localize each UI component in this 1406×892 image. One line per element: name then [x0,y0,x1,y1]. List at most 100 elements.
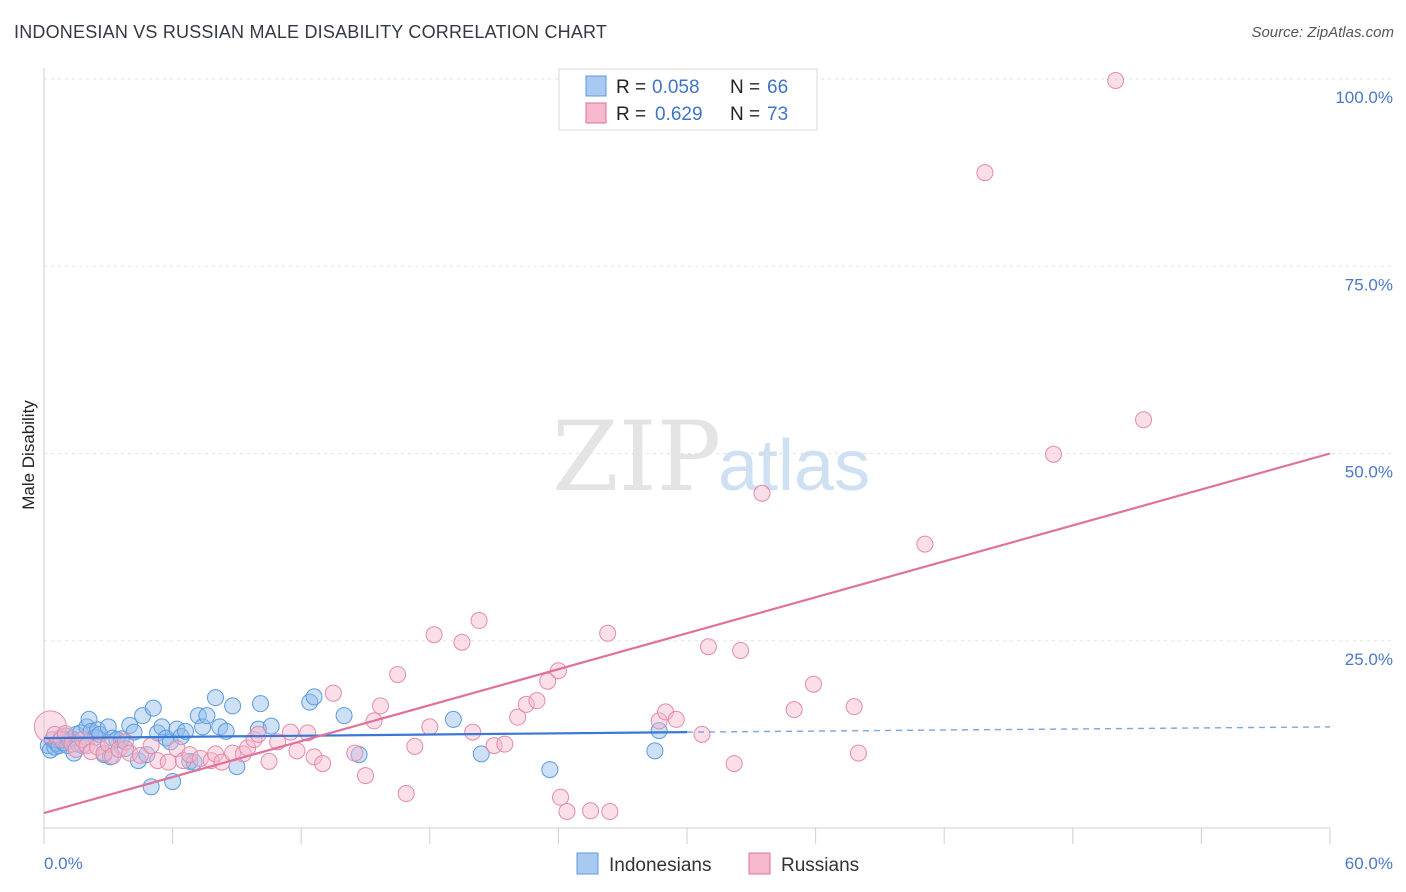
watermark-zip: ZIP [552,401,721,513]
y-tick-label: 25.0% [1345,650,1393,669]
russians-point [470,612,488,630]
x-tick-label-max: 60.0% [1345,854,1393,873]
russians-point [453,633,471,651]
russians-point [509,708,527,726]
legend-r-label: R = [616,77,646,98]
russians-point [552,788,570,806]
indonesians-point [206,689,224,707]
indonesians-trend-line [43,731,688,740]
russians-point [305,748,323,766]
russians-point [845,698,863,716]
russians-point [74,731,92,749]
indonesians-point [335,707,353,725]
indonesians-point [153,718,171,736]
russians-point [299,724,317,742]
russians-point [517,695,535,713]
russians-trend-line [43,452,1331,815]
legend-n-value: 66 [767,77,788,98]
legend-swatch-russians [585,102,607,124]
bottom-legend-swatch-indonesians [576,852,599,875]
russians-point [1107,71,1125,89]
russians-point [425,626,443,644]
indonesians-point [176,722,194,740]
russians-point [849,744,867,762]
y-tick-label: 50.0% [1345,463,1393,482]
russians-point [528,692,546,710]
russians-point [121,744,139,762]
series-legend: Indonesians Russians [576,852,859,876]
russians-point [288,742,306,760]
y-tick-label: 75.0% [1345,275,1393,294]
trend-lines [43,452,1331,815]
russians-point [1045,445,1063,463]
russians-point [406,737,424,755]
russians-point [149,752,167,770]
indonesians-point [541,761,559,779]
indonesians-point [472,745,490,763]
russians-point [599,624,617,642]
bottom-legend-label-indonesians: Indonesians [609,855,711,876]
indonesians-point [189,707,207,725]
bottom-legend-label-russians: Russians [781,855,859,876]
russians-point [496,735,514,753]
chart-title: INDONESIAN VS RUSSIAN MALE DISABILITY CO… [14,22,608,42]
indonesians-point [262,717,280,735]
russians-point [421,718,439,736]
russians-point [142,737,160,755]
russians-point [159,753,177,771]
legend-swatch-indonesians [585,75,607,97]
russians-point [181,746,199,764]
russians-point [693,725,711,743]
russians-point [601,803,619,821]
x-tick-label-min: 0.0% [44,854,83,873]
russians-point [131,746,149,764]
russians-point [397,785,415,803]
russians-point [976,164,994,182]
bottom-legend-swatch-russians [748,852,771,875]
y-tick-label: 100.0% [1335,88,1393,107]
russians-point [260,752,278,770]
russians-point [346,744,364,762]
indonesians-point [650,722,668,740]
indonesians-point [444,710,462,728]
russians-point [650,712,668,730]
russians-point [174,752,192,770]
russians-point [485,737,503,755]
russians-point [389,665,407,683]
russians-point [732,641,750,659]
legend-n-label: N = [730,104,760,125]
russians-point [281,723,299,741]
indonesians-point [99,718,117,736]
russians-point [464,723,482,741]
indonesians-point [194,718,212,736]
axes [43,68,1331,844]
russians-point [33,710,67,744]
russians-point [753,484,771,502]
indonesians-point [224,697,242,715]
russians-point [324,684,342,702]
russians-point [785,701,803,719]
indonesians-point [198,707,216,725]
indonesians-point [125,723,143,741]
indonesians-point [251,695,269,713]
stats-legend: R = 0.058 N = 66 R = 0.629 N = 73 [558,68,818,131]
russians-point [314,755,332,773]
legend-r-value: 0.629 [655,104,703,125]
indonesians-point [305,688,323,706]
watermark-atlas: atlas [718,426,870,506]
russians-point [89,738,107,756]
russians-point [558,803,576,821]
indonesians-point [138,746,156,764]
russians-point [804,675,822,693]
russians-point [67,740,85,758]
russians-point [667,710,685,728]
legend-n-label: N = [730,77,760,98]
russians-point [104,747,122,765]
russians-point [249,725,267,743]
indonesians-trend-extension [686,726,1331,733]
indonesians-point [144,699,162,717]
russians-point [582,802,600,820]
gridlines [44,78,1392,642]
russians-point [725,755,743,773]
russians-point [699,638,717,656]
